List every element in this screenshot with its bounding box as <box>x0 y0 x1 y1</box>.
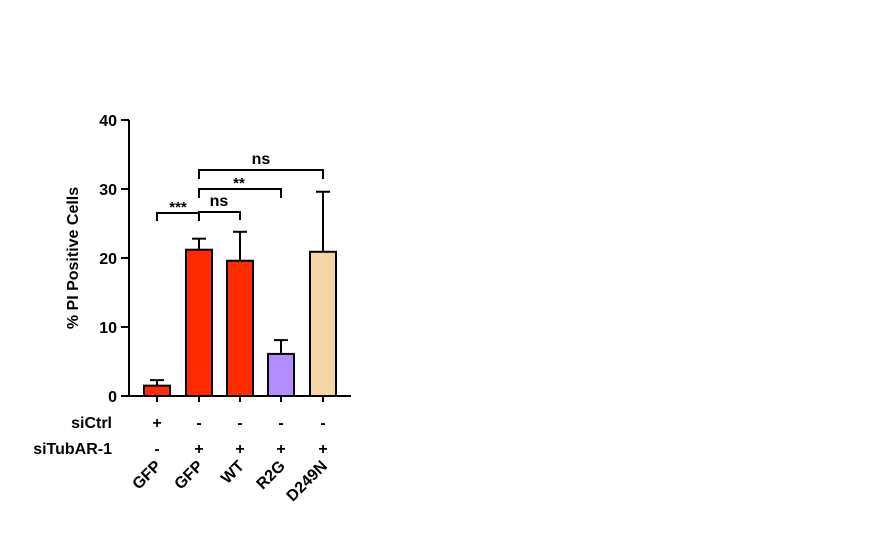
bar <box>309 250 337 397</box>
y-tick-label: 0 <box>108 389 117 406</box>
y-tick-label: 20 <box>99 251 117 268</box>
y-tick-label: 40 <box>99 113 117 130</box>
significance-bracket <box>198 188 282 198</box>
condition-label: siCtrl <box>71 415 112 432</box>
y-tick-label: 30 <box>99 182 117 199</box>
bar <box>185 248 213 397</box>
condition-marker: + <box>235 441 244 458</box>
significance-label: ns <box>210 193 229 210</box>
y-tick-label: 10 <box>99 320 117 337</box>
significance-label: ** <box>233 175 245 192</box>
condition-marker: - <box>196 415 201 432</box>
condition-marker: + <box>152 415 161 432</box>
significance-bracket <box>198 169 324 179</box>
condition-marker: - <box>278 415 283 432</box>
significance-label: *** <box>169 199 187 216</box>
bar <box>226 259 254 398</box>
condition-marker: - <box>154 441 159 458</box>
category-label: GFP <box>172 458 208 494</box>
significance-label: ns <box>252 151 271 168</box>
condition-marker: - <box>320 415 325 432</box>
condition-marker: + <box>318 441 327 458</box>
y-axis-label: % PI Positive Cells <box>65 187 82 329</box>
bar <box>267 352 295 398</box>
condition-marker: + <box>194 441 203 458</box>
category-label: R2G <box>254 458 289 493</box>
condition-marker: + <box>276 441 285 458</box>
category-label: WT <box>218 458 248 488</box>
condition-marker: - <box>237 415 242 432</box>
category-label: D249N <box>284 458 331 505</box>
bar <box>143 384 171 397</box>
category-label: GFP <box>130 458 166 494</box>
condition-label: siTubAR-1 <box>33 441 112 458</box>
significance-bracket <box>198 211 241 220</box>
